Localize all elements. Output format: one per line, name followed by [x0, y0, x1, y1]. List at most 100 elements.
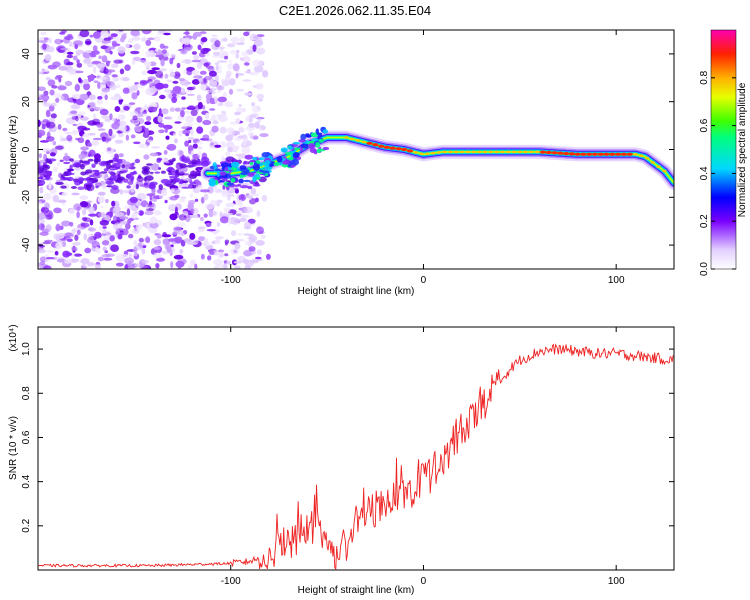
spectrogram-panel: -100 0 100 -40 -20 0 20 40 Height of straight l…: [8, 29, 748, 297]
ridge-peak: [430, 151, 436, 155]
ridge-blob: [292, 147, 301, 151]
noise-blob: [64, 131, 73, 135]
noise-blob: [89, 34, 94, 38]
colorbar: [710, 29, 737, 270]
ridge-peak: [591, 152, 599, 156]
noise-blob: [184, 140, 190, 147]
noise-blob: [41, 148, 51, 153]
y-tick-label: 1.0: [21, 342, 32, 356]
noise-blob: [105, 69, 116, 73]
noise-blob: [39, 175, 43, 180]
noise-blob: [166, 79, 173, 83]
noise-blob: [119, 216, 129, 220]
noise-blob: [147, 37, 155, 41]
noise-blob: [199, 70, 207, 75]
noise-blob: [79, 201, 89, 208]
noise-blob: [141, 30, 152, 35]
noise-blob: [128, 102, 136, 105]
noise-blob: [154, 49, 159, 52]
noise-blob: [121, 164, 126, 169]
ridge-peak: [395, 147, 402, 151]
noise-blob: [39, 231, 49, 236]
noise-blob: [133, 240, 138, 246]
noise-blob: [161, 189, 168, 197]
ridge-blob: [252, 175, 257, 183]
noise-blob: [217, 249, 225, 253]
noise-blob: [185, 89, 193, 93]
noise-blob: [201, 241, 211, 247]
figure-title: C2E1.2026.062.11.35.E04: [279, 3, 431, 18]
noise-blob: [52, 166, 59, 173]
noise-blob: [93, 158, 101, 163]
noise-blob: [125, 43, 130, 49]
noise-blob: [170, 188, 175, 193]
noise-blob: [51, 102, 57, 107]
noise-blob: [216, 222, 221, 227]
noise-blob: [44, 210, 53, 218]
noise-blob: [238, 194, 247, 202]
noise-blob: [191, 59, 201, 63]
noise-blob: [134, 263, 141, 268]
noise-blob: [116, 158, 123, 164]
noise-blob: [191, 79, 200, 85]
noise-blob: [41, 123, 46, 130]
ridge-peak: [389, 146, 396, 150]
noise-blob: [196, 115, 203, 123]
noise-blob: [154, 171, 161, 174]
noise-blob: [98, 55, 102, 59]
noise-blob: [164, 127, 168, 133]
noise-blob: [124, 64, 131, 71]
noise-blob: [158, 211, 162, 215]
noise-blob: [117, 233, 123, 240]
ridge-blob: [292, 141, 300, 145]
y-tick-label: 0.8: [21, 386, 32, 400]
noise-blob: [173, 254, 184, 260]
noise-blob: [200, 156, 210, 163]
noise-blob: [228, 88, 234, 95]
noise-blob: [110, 33, 118, 38]
noise-blob: [124, 164, 132, 170]
noise-blob: [161, 170, 166, 174]
noise-blob: [76, 59, 80, 64]
noise-blob: [52, 127, 58, 130]
noise-blob: [156, 233, 162, 239]
noise-blob: [148, 80, 154, 87]
noise-blob: [211, 55, 220, 58]
noise-blob: [156, 158, 162, 163]
noise-blob: [72, 55, 78, 61]
noise-blob: [110, 153, 115, 159]
noise-blob: [160, 178, 170, 184]
ridge-peak: [639, 154, 644, 157]
noise-blob: [88, 75, 92, 83]
noise-blob: [234, 265, 241, 269]
noise-blob: [55, 97, 60, 103]
noise-blob: [117, 46, 126, 54]
noise-blob: [126, 185, 131, 189]
noise-blob: [97, 256, 104, 262]
ridge-peak: [597, 152, 604, 156]
noise-blob: [38, 40, 48, 43]
noise-blob: [176, 62, 181, 69]
noise-blob: [92, 31, 101, 39]
ridge-peak: [609, 152, 616, 156]
noise-blob: [43, 265, 52, 269]
noise-blob: [181, 88, 185, 94]
noise-blob: [183, 238, 191, 243]
noise-blob: [252, 44, 257, 52]
noise-blob: [38, 249, 46, 254]
noise-blob: [233, 261, 243, 264]
ridge-blob: [284, 152, 293, 155]
noise-blob: [224, 253, 229, 257]
noise-blob: [239, 37, 245, 43]
noise-blob: [105, 180, 115, 185]
noise-blob: [85, 169, 93, 174]
noise-blob: [104, 45, 112, 54]
noise-blob: [191, 51, 197, 55]
noise-blob: [100, 205, 104, 209]
noise-blob: [99, 219, 110, 226]
noise-blob: [62, 250, 71, 258]
x-tick-label: 0: [421, 275, 427, 286]
noise-blob: [206, 229, 216, 232]
noise-blob: [144, 175, 154, 181]
ridge-peak: [465, 150, 470, 154]
